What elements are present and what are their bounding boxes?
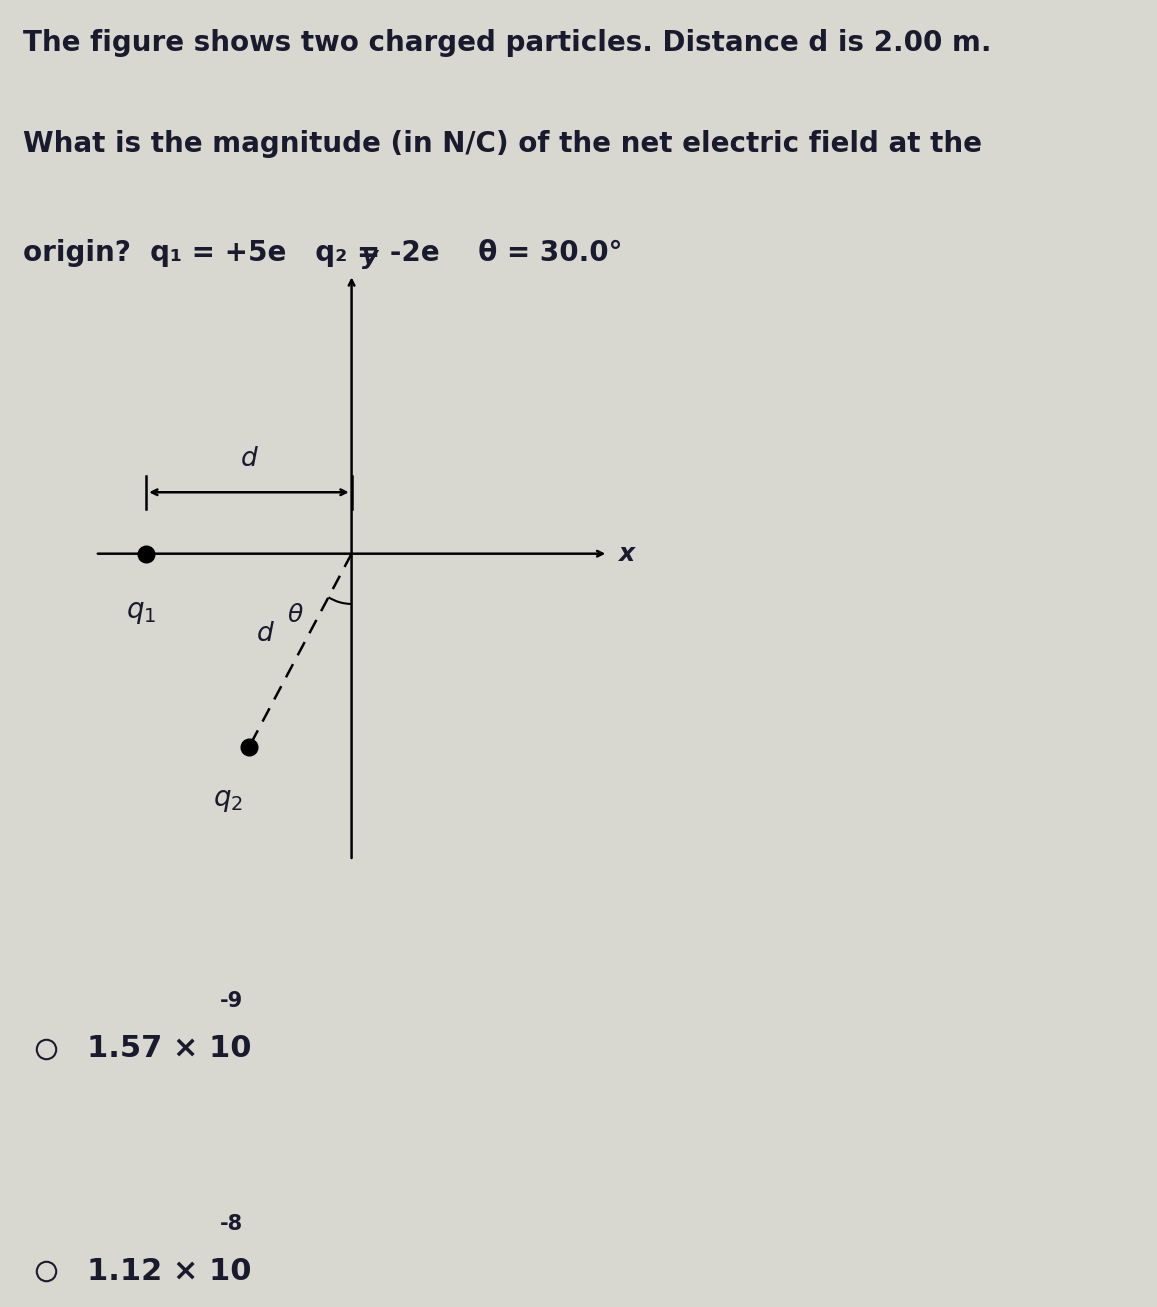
Text: y: y <box>362 244 378 269</box>
Text: x: x <box>619 541 634 566</box>
Text: 1.12 × 10: 1.12 × 10 <box>87 1256 251 1286</box>
Text: $d$: $d$ <box>239 446 258 472</box>
Text: origin?  q₁ = +5e   q₂ = -2e    θ = 30.0°: origin? q₁ = +5e q₂ = -2e θ = 30.0° <box>23 239 622 267</box>
Text: $d$: $d$ <box>256 621 274 647</box>
Text: What is the magnitude (in N/C) of the net electric field at the: What is the magnitude (in N/C) of the ne… <box>23 129 982 158</box>
Text: -8: -8 <box>220 1214 243 1234</box>
Text: The figure shows two charged particles. Distance d is 2.00 m.: The figure shows two charged particles. … <box>23 29 992 58</box>
Text: $q_1$: $q_1$ <box>126 599 156 626</box>
Text: $q_2$: $q_2$ <box>213 787 243 814</box>
Text: 1.57 × 10: 1.57 × 10 <box>87 1034 251 1064</box>
Text: -9: -9 <box>220 992 243 1012</box>
Text: $\theta$: $\theta$ <box>287 603 303 627</box>
